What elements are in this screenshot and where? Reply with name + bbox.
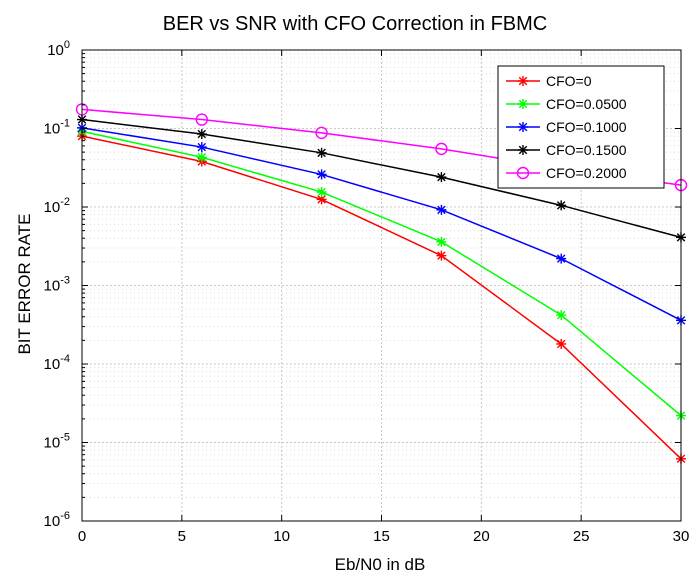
star-stroke <box>197 129 207 139</box>
legend-marker-star <box>518 145 528 155</box>
data-point-star <box>556 200 567 211</box>
legend-label: CFO=0.2000 <box>546 165 627 181</box>
y-tick-exponent: -4 <box>60 353 70 365</box>
x-tick-label: 10 <box>273 528 290 545</box>
legend-entry: CFO=0.2000 <box>506 165 627 181</box>
y-tick-label: 10-1 <box>44 118 70 138</box>
data-point-star <box>436 172 447 183</box>
data-point-circle <box>195 113 209 126</box>
grid <box>82 50 681 521</box>
y-axis-label: BIT ERROR RATE <box>15 213 34 354</box>
legend-marker-star <box>518 122 528 132</box>
star-stroke <box>317 187 326 197</box>
y-tick-label: 100 <box>47 39 70 59</box>
series-layer <box>75 103 688 464</box>
series-line <box>81 130 682 417</box>
data-point-star <box>196 152 207 163</box>
series-line <box>81 118 682 239</box>
data-point-star <box>316 147 327 158</box>
y-tick-label: 10-2 <box>44 196 70 216</box>
star-stroke <box>197 153 207 162</box>
y-tick-exponent: -2 <box>60 196 70 208</box>
star-stroke <box>437 172 446 182</box>
y-tick-base: 10 <box>44 199 61 216</box>
legend-label: CFO=0.0500 <box>546 96 627 112</box>
data-point-star <box>436 236 447 247</box>
data-point-circle <box>435 142 448 156</box>
y-tick-base: 10 <box>44 513 61 530</box>
data-point-star <box>316 169 327 180</box>
y-tick-exponent: -3 <box>60 275 70 287</box>
x-tick-label: 15 <box>373 528 390 545</box>
star-stroke <box>317 195 326 204</box>
x-tick-label: 25 <box>573 528 590 545</box>
y-tick-exponent: -6 <box>60 510 70 522</box>
legend-entry: CFO=0.1500 <box>506 142 627 158</box>
star-stroke <box>556 254 566 263</box>
data-point-star <box>556 310 567 321</box>
star-stroke <box>518 76 528 86</box>
legend-label: CFO=0.1500 <box>546 142 627 158</box>
series-line <box>81 127 682 321</box>
legend-marker-star <box>518 99 528 109</box>
y-tick-base: 10 <box>44 278 61 295</box>
legend-entry: CFO=0.0500 <box>506 96 627 112</box>
y-tick-base: 10 <box>47 42 64 59</box>
series-3 <box>77 114 686 243</box>
star-stroke <box>556 201 566 210</box>
x-tick-label: 20 <box>473 528 490 545</box>
y-tick-label: 10-6 <box>44 510 70 530</box>
series-1 <box>77 126 686 421</box>
series-line <box>81 135 682 460</box>
x-tick-label: 0 <box>78 528 86 545</box>
star-stroke <box>556 310 566 320</box>
y-tick-label: 10-3 <box>44 275 70 295</box>
y-tick-label: 10-5 <box>44 432 70 452</box>
x-tick-label: 30 <box>673 528 690 545</box>
star-stroke <box>317 148 326 158</box>
data-point-star <box>436 250 447 261</box>
y-tick-exponent: 0 <box>64 39 70 51</box>
star-stroke <box>518 99 528 109</box>
star-stroke <box>437 205 446 215</box>
data-point-star <box>316 187 327 198</box>
legend-label: CFO=0 <box>546 73 592 89</box>
y-tick-base: 10 <box>44 435 61 452</box>
star-stroke <box>437 251 446 260</box>
star-stroke <box>556 339 566 349</box>
data-point-circle <box>315 126 328 140</box>
legend-label: CFO=0.1000 <box>546 119 627 135</box>
chart-title: BER vs SNR with CFO Correction in FBMC <box>163 13 548 35</box>
data-point-star <box>196 129 207 140</box>
y-tick-label: 10-4 <box>44 353 70 373</box>
data-point-star <box>556 253 567 264</box>
y-tick-base: 10 <box>44 121 61 138</box>
star-stroke <box>317 170 326 179</box>
star-stroke <box>518 122 528 132</box>
legend-marker-circle <box>516 166 530 180</box>
y-tick-base: 10 <box>44 356 61 373</box>
legend: CFO=0 CFO=0.0500 CFO=0.1000 CFO=0.1500 CFO=0… <box>497 65 665 189</box>
star-stroke <box>518 145 528 155</box>
legend-entry: CFO=0 <box>506 73 592 89</box>
x-axis-label: Eb/N0 in dB <box>335 555 426 574</box>
y-tick-exponent: -5 <box>60 432 70 444</box>
data-point-star <box>556 338 567 349</box>
y-tick-exponent: -1 <box>60 118 70 130</box>
legend-marker-star <box>518 76 528 86</box>
x-tick-label: 5 <box>178 528 186 545</box>
legend-entry: CFO=0.1000 <box>506 119 627 135</box>
star-stroke <box>197 142 207 152</box>
data-point-star <box>196 142 207 153</box>
data-point-star <box>436 204 447 215</box>
star-stroke <box>437 237 446 247</box>
